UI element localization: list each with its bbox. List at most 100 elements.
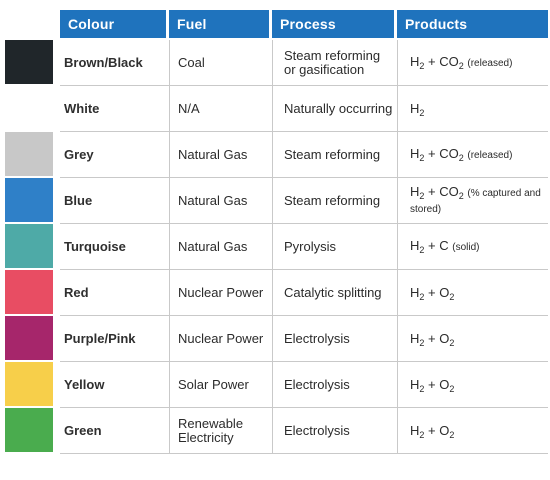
- colour-swatch: [5, 40, 53, 84]
- fuel-cell: Solar Power: [178, 377, 249, 392]
- column-divider: [272, 40, 273, 454]
- products-note: (solid): [452, 242, 480, 253]
- colour-name: Yellow: [64, 377, 105, 392]
- fuel-cell: Nuclear Power: [178, 285, 264, 300]
- products-formula: H2 + O2: [410, 423, 455, 440]
- products-formula: H2 + CO2 (released): [410, 55, 512, 71]
- formula-subscript: 2: [449, 430, 455, 440]
- process-cell: Naturally occurring: [284, 101, 393, 116]
- formula-c: + C: [424, 238, 453, 253]
- formula-co: + CO: [424, 146, 459, 161]
- header-colour-label: Colour: [68, 16, 115, 32]
- header-fuel: Fuel: [169, 10, 269, 38]
- table-row: Grey Natural Gas Steam reforming H2 + CO2 (…: [4, 132, 548, 178]
- formula-o: + O: [424, 331, 450, 346]
- formula-subscript: 2: [419, 245, 425, 255]
- table-row: Turquoise Natural Gas Pyrolysis H2 + C (sol…: [4, 224, 548, 270]
- process-cell: Steam reforming: [284, 193, 381, 208]
- row-divider: [60, 85, 548, 86]
- table-row: Green Renewable Electricity Electrolysis H2…: [4, 408, 548, 454]
- header-process-label: Process: [280, 16, 336, 32]
- header-process: Process: [272, 10, 394, 38]
- column-divider: [397, 40, 398, 454]
- colour-name: Green: [64, 423, 102, 438]
- formula-subscript: 2: [419, 108, 425, 118]
- process-cell: Catalytic splitting: [284, 285, 382, 300]
- products-formula: H2 + C (solid): [410, 239, 479, 255]
- row-divider: [60, 453, 548, 454]
- table-row: Blue Natural Gas Steam reforming H2 + CO2 (…: [4, 178, 548, 224]
- products-formula: H2 + O2: [410, 285, 454, 302]
- formula-o: + O: [424, 377, 450, 392]
- process-cell: Electrolysis: [284, 377, 350, 392]
- row-divider: [60, 407, 548, 408]
- colour-name: Purple/Pink: [64, 331, 136, 346]
- formula-o: + O: [424, 423, 450, 438]
- formula-h: H: [410, 331, 420, 346]
- colour-name: Turquoise: [64, 239, 126, 254]
- formula-subscript: 2: [419, 292, 425, 302]
- products-cell: H2 + CO2 (released): [410, 132, 548, 178]
- fuel-cell: Natural Gas: [178, 147, 248, 162]
- products-formula: H2 + CO2 (% captured and stored): [410, 185, 548, 217]
- fuel-cell: N/A: [178, 101, 200, 116]
- products-cell: H2: [410, 86, 548, 132]
- formula-h: H: [410, 54, 420, 69]
- table-row: Purple/Pink Nuclear Power Electrolysis H2 +…: [4, 316, 548, 362]
- fuel-cell: Nuclear Power: [178, 331, 264, 346]
- fuel-cell: Natural Gas: [178, 239, 248, 254]
- formula-co: + CO: [424, 184, 459, 199]
- products-cell: H2 + CO2 (% captured and stored): [410, 178, 548, 224]
- products-cell: H2 + CO2 (released): [410, 40, 548, 86]
- fuel-cell: Coal: [178, 55, 205, 70]
- table-row: Brown/Black Coal Steam reforming or gasifi…: [4, 40, 548, 86]
- colour-name: Grey: [64, 147, 94, 162]
- products-cell: H2 + O2: [410, 362, 548, 408]
- colour-swatch: [5, 224, 53, 268]
- formula-h: H: [410, 285, 420, 300]
- colour-swatch: [5, 178, 53, 222]
- header-products-label: Products: [405, 16, 468, 32]
- colour-swatch: [5, 132, 53, 176]
- header-colour: Colour: [60, 10, 166, 38]
- products-cell: H2 + O2: [410, 316, 548, 362]
- colour-name: Red: [64, 285, 89, 300]
- header-fuel-label: Fuel: [177, 16, 207, 32]
- colour-swatch: [5, 270, 53, 314]
- process-cell: Steam reforming: [284, 147, 381, 162]
- fuel-cell: Renewable Electricity: [178, 416, 244, 445]
- table-row: Red Nuclear Power Catalytic splitting H2 + …: [4, 270, 548, 316]
- colour-swatch: [5, 362, 53, 406]
- row-divider: [60, 177, 548, 178]
- process-cell: Electrolysis: [284, 423, 350, 438]
- formula-h: H: [410, 146, 420, 161]
- formula-subscript: 2: [458, 61, 464, 71]
- formula-subscript: 2: [419, 430, 425, 440]
- row-divider: [60, 131, 548, 132]
- colour-name: Blue: [64, 193, 93, 208]
- products-cell: H2 + O2: [410, 270, 548, 316]
- formula-o: + O: [424, 285, 450, 300]
- formula-h: H: [410, 238, 420, 253]
- colour-swatch: [5, 316, 53, 360]
- row-divider: [60, 223, 548, 224]
- row-divider: [60, 269, 548, 270]
- fuel-cell: Natural Gas: [178, 193, 248, 208]
- formula-subscript: 2: [419, 191, 425, 201]
- products-cell: H2 + C (solid): [410, 224, 548, 270]
- formula-subscript: 2: [419, 338, 425, 348]
- row-divider: [60, 315, 548, 316]
- formula-h: H: [410, 101, 420, 116]
- products-formula: H2 + CO2 (released): [410, 147, 512, 163]
- colour-swatch: [5, 86, 53, 130]
- formula-h: H: [410, 377, 420, 392]
- formula-h: H: [410, 184, 420, 199]
- process-cell: Steam reforming or gasification: [284, 48, 381, 77]
- formula-subscript: 2: [458, 153, 464, 163]
- formula-subscript: 2: [449, 338, 455, 348]
- products-formula: H2: [410, 101, 425, 118]
- products-note: (released): [467, 58, 513, 69]
- process-cell: Electrolysis: [284, 331, 350, 346]
- formula-subscript: 2: [419, 153, 425, 163]
- header-products: Products: [397, 10, 548, 38]
